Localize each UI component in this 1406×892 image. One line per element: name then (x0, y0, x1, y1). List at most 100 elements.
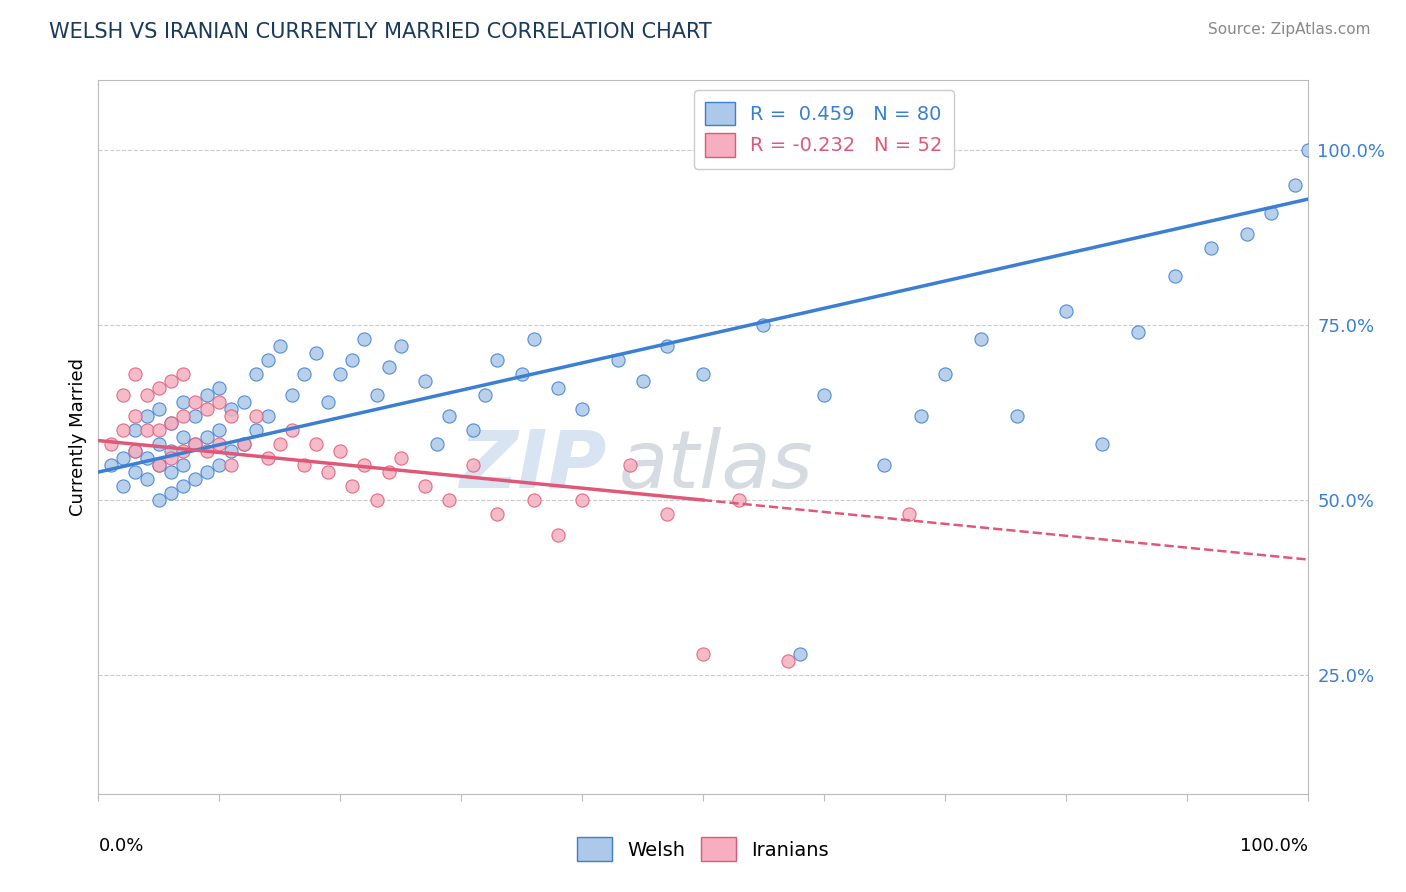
Point (172, 395, 194, 409)
Point (245, 409, 267, 423)
Point (245, 423, 267, 437)
Point (571, 402, 593, 417)
Point (571, 493, 593, 508)
Text: ZIP: ZIP (458, 426, 606, 505)
Point (897, 507, 920, 521)
Point (366, 493, 388, 508)
Point (160, 465, 183, 479)
Point (184, 395, 207, 409)
Point (329, 367, 352, 381)
Point (172, 458, 194, 472)
Point (208, 437, 231, 451)
Legend: R =  0.459   N = 80, R = -0.232   N = 52: R = 0.459 N = 80, R = -0.232 N = 52 (693, 90, 955, 169)
Point (232, 395, 254, 409)
Text: 0.0%: 0.0% (98, 837, 143, 855)
Point (463, 458, 485, 472)
Point (970, 332, 993, 346)
Point (474, 388, 496, 402)
Point (148, 423, 170, 437)
Point (135, 423, 157, 437)
Point (1054, 304, 1077, 318)
Point (342, 479, 364, 493)
Point (124, 367, 146, 381)
Point (316, 395, 339, 409)
Point (873, 458, 896, 472)
Point (232, 437, 254, 451)
Point (184, 437, 207, 451)
Point (292, 458, 315, 472)
Point (172, 367, 194, 381)
Point (752, 318, 775, 333)
Point (245, 367, 267, 381)
Point (1260, 206, 1282, 220)
Point (377, 360, 399, 375)
Point (124, 409, 146, 423)
Point (353, 458, 375, 472)
Point (1296, 143, 1319, 157)
Point (232, 437, 254, 451)
Point (377, 465, 399, 479)
Point (208, 395, 231, 409)
Point (124, 465, 146, 479)
Point (389, 451, 412, 466)
Text: atlas: atlas (619, 426, 813, 505)
Point (256, 451, 278, 466)
Point (655, 507, 678, 521)
Point (728, 493, 751, 508)
Point (148, 381, 170, 395)
Point (486, 507, 509, 521)
Point (305, 346, 328, 360)
Text: 100.0%: 100.0% (1240, 837, 1308, 855)
Point (269, 437, 291, 451)
Point (934, 367, 956, 381)
Point (184, 409, 207, 423)
Point (547, 381, 569, 395)
Point (607, 353, 630, 368)
Point (148, 493, 170, 508)
Text: Source: ZipAtlas.com: Source: ZipAtlas.com (1208, 22, 1371, 37)
Point (208, 423, 231, 437)
Point (523, 493, 546, 508)
Point (148, 458, 170, 472)
Point (426, 437, 449, 451)
Point (413, 479, 436, 493)
Point (172, 479, 194, 493)
Point (910, 409, 932, 423)
Point (124, 444, 146, 458)
Point (195, 444, 218, 458)
Point (353, 332, 375, 346)
Point (135, 388, 157, 402)
Point (655, 339, 678, 353)
Point (195, 402, 218, 417)
Point (195, 465, 218, 479)
Point (1284, 178, 1306, 193)
Point (195, 430, 218, 444)
Point (160, 451, 183, 466)
Point (1163, 269, 1185, 284)
Point (100, 458, 122, 472)
Point (281, 423, 304, 437)
Point (510, 367, 533, 381)
Point (523, 332, 546, 346)
Point (135, 472, 157, 486)
Point (486, 353, 509, 368)
Point (342, 353, 364, 368)
Point (111, 479, 134, 493)
Point (389, 339, 412, 353)
Point (329, 444, 352, 458)
Point (221, 458, 243, 472)
Point (256, 409, 278, 423)
Point (148, 458, 170, 472)
Point (631, 374, 654, 388)
Point (135, 409, 157, 423)
Point (111, 423, 134, 437)
Point (160, 416, 183, 430)
Point (184, 437, 207, 451)
Point (1236, 227, 1258, 242)
Point (135, 451, 157, 466)
Y-axis label: Currently Married: Currently Married (69, 358, 87, 516)
Point (692, 367, 714, 381)
Point (208, 381, 231, 395)
Point (160, 416, 183, 430)
Point (111, 451, 134, 466)
